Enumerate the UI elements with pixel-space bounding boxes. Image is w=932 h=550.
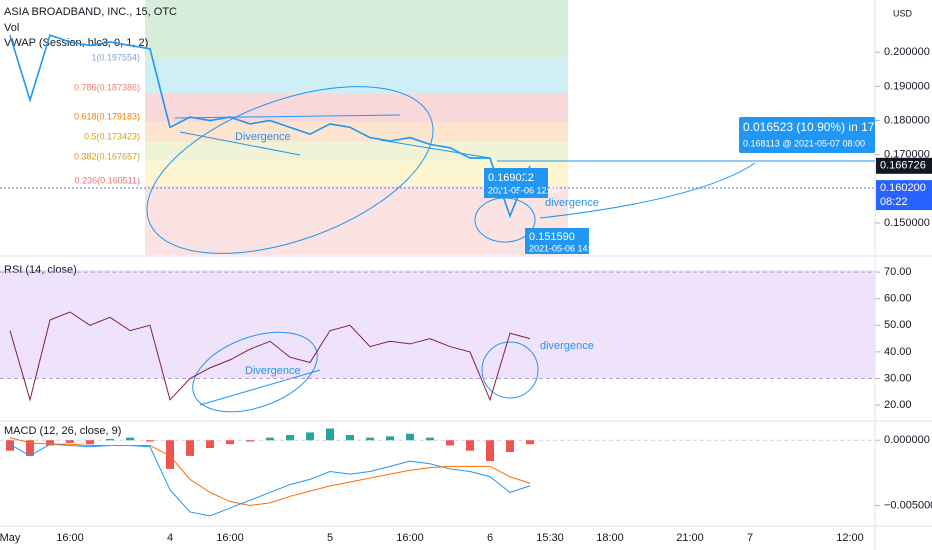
x-tick-label: 18:00 <box>596 532 624 544</box>
histogram-bar <box>286 435 294 441</box>
annotation: 0.016523 (10.90%) in 17h 15m <box>743 120 908 134</box>
x-tick-label: 12:00 <box>836 532 864 544</box>
line-series <box>9 34 531 219</box>
annotation: Divergence <box>235 131 291 143</box>
histogram-bar <box>406 433 414 441</box>
price-tag <box>876 157 932 174</box>
price-tag-label: 0.160200 <box>880 182 926 194</box>
currency: USD <box>893 8 913 18</box>
drawings <box>146 86 756 413</box>
histogram-bar <box>266 437 274 441</box>
annotation: 2021-05-06 14:45 <box>529 243 600 253</box>
y-tick-label: −0.005000 <box>884 499 932 511</box>
y-tick-label: 0.200000 <box>884 46 930 58</box>
measure-box <box>739 117 875 153</box>
price-tag-label: 0.166726 <box>880 160 926 172</box>
histogram-bar <box>326 428 334 441</box>
annotation: 0.151590 <box>529 231 575 243</box>
pane-title: RSI (14, close) <box>4 264 77 276</box>
y-tick-label: 50.00 <box>884 319 912 331</box>
histogram-bar <box>66 440 74 443</box>
histogram-bar <box>486 440 494 462</box>
price-label-box <box>525 228 589 254</box>
histogram-bar <box>226 440 234 445</box>
y-tick-label: 0.150000 <box>884 217 930 229</box>
x-tick-label: 4 <box>167 532 173 544</box>
y-tick-label: 0.190000 <box>884 80 930 92</box>
y-tick-label: 20.00 <box>884 399 912 411</box>
histogram-bar <box>466 440 474 451</box>
histogram-bar <box>246 440 254 442</box>
x-tick-label: 7 <box>747 532 753 544</box>
histogram-bar <box>366 437 374 441</box>
chart-title: ASIA BROADBAND, INC., 15, OTC <box>4 6 177 18</box>
histogram-bar <box>6 440 14 451</box>
histogram-bar <box>166 440 174 469</box>
price-tag-sub: 08:22 <box>880 196 908 208</box>
y-tick-label: 0.170000 <box>884 149 930 161</box>
y-tick-label: 60.00 <box>884 293 912 305</box>
fib-label: 0.382(0.167657) <box>74 151 140 161</box>
x-tick-label: May <box>0 532 21 544</box>
fib-label: 1(0.197554) <box>91 52 140 62</box>
histogram-bar <box>446 440 454 446</box>
annotation: 0.168113 @ 2021-05-07 08:00 <box>743 138 865 148</box>
histogram-bar <box>126 437 134 441</box>
line-series <box>9 443 531 517</box>
histogram-bar <box>86 440 94 445</box>
annotation: Divergence <box>245 365 301 377</box>
histogram-bar <box>426 437 434 441</box>
x-tick-label: 16:00 <box>216 532 244 544</box>
y-tick-label: 70.00 <box>884 266 912 278</box>
x-tick-label: 21:00 <box>676 532 704 544</box>
histogram-bar <box>386 436 394 441</box>
line-series <box>9 437 531 506</box>
histogram-bar <box>106 438 114 441</box>
fib-label: 0.786(0.187386) <box>74 82 140 92</box>
x-tick-label: 5 <box>327 532 333 544</box>
annotation: divergence <box>540 340 594 352</box>
rsi-band <box>0 270 875 378</box>
annotation: 0.169022 <box>488 172 534 184</box>
histogram-bar <box>46 440 54 446</box>
y-tick-label: 0.180000 <box>884 114 930 126</box>
x-tick-label: 15:30 <box>536 532 564 544</box>
histogram-bar <box>186 440 194 456</box>
annotation: divergence <box>545 197 599 209</box>
fib-label: 0.5(0.173423) <box>84 131 140 141</box>
histogram-bar <box>346 435 354 441</box>
histogram-bar <box>506 440 514 452</box>
fib-label: 0.236(0.160511) <box>75 175 140 185</box>
price-tag <box>876 180 932 211</box>
histogram-bar <box>526 440 534 445</box>
line-series <box>9 311 531 402</box>
x-tick-label: 16:00 <box>396 532 424 544</box>
y-tick-label: 0.000000 <box>884 434 930 446</box>
fib-label: 0.618(0.179183) <box>74 111 140 121</box>
x-tick-label: 6 <box>487 532 493 544</box>
legend-label: Vol <box>4 22 19 34</box>
histogram-bar <box>206 440 214 449</box>
y-tick-label: 30.00 <box>884 372 912 384</box>
histogram-bar <box>146 440 154 442</box>
pane-title: MACD (12, 26, close, 9) <box>4 425 121 437</box>
y-tick-label: 40.00 <box>884 346 912 358</box>
annotation: 2021-05-06 12:00 <box>488 185 559 195</box>
x-tick-label: 16:00 <box>56 532 84 544</box>
histogram-bar <box>26 440 34 456</box>
histogram-bar <box>306 432 314 441</box>
